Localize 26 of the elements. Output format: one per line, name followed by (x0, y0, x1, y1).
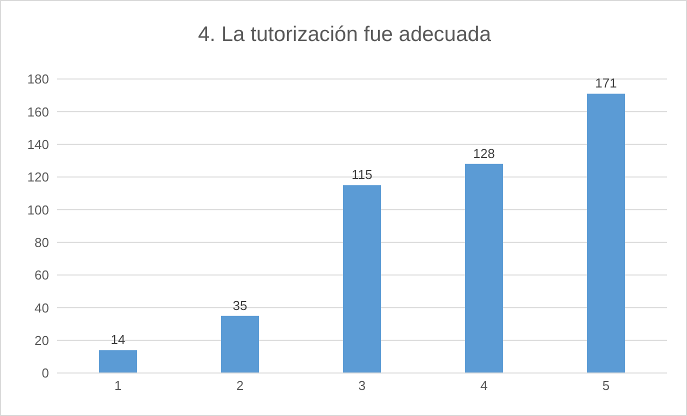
bar (221, 316, 259, 373)
y-tick-label: 100 (27, 202, 49, 218)
y-tick-label: 20 (34, 332, 49, 348)
data-label: 128 (473, 146, 495, 161)
y-tick-label: 180 (27, 72, 49, 87)
data-label: 35 (232, 298, 248, 313)
bar (587, 94, 625, 373)
x-tick-label: 4 (480, 378, 488, 394)
y-tick-label: 40 (34, 300, 49, 316)
chart-title: 4. La tutorización fue adecuada (196, 23, 492, 47)
bar (465, 164, 503, 373)
y-tick-label: 120 (27, 170, 49, 185)
x-tick-label: 5 (602, 378, 610, 394)
bar (343, 185, 381, 373)
y-tick-label: 160 (27, 104, 49, 120)
data-label: 14 (110, 332, 126, 348)
y-tick-label: 140 (27, 136, 49, 152)
y-tick-label: 0 (42, 366, 49, 381)
y-tick-label: 60 (34, 268, 49, 283)
bar (99, 350, 137, 373)
x-tick-label: 3 (358, 378, 366, 394)
data-label: 115 (352, 167, 372, 182)
x-tick-label: 2 (236, 378, 244, 394)
x-tick-label: 1 (114, 378, 122, 394)
y-tick-label: 80 (34, 234, 49, 250)
data-label: 171 (595, 76, 617, 91)
